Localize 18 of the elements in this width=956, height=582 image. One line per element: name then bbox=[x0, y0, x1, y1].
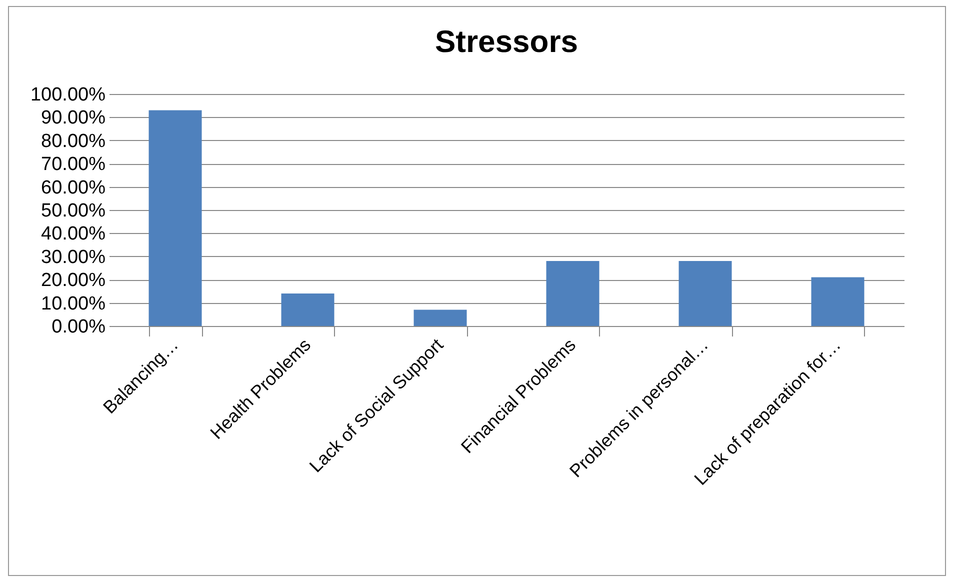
chart-title: Stressors bbox=[434, 24, 578, 59]
bar bbox=[281, 294, 334, 326]
y-tick-label: 10.00% bbox=[41, 293, 106, 314]
bar bbox=[811, 277, 864, 326]
bar bbox=[546, 261, 600, 326]
y-tick-label: 90.00% bbox=[41, 108, 106, 129]
bar bbox=[148, 110, 202, 326]
y-tick-label: 0.00% bbox=[52, 316, 106, 338]
y-tick-label: 40.00% bbox=[41, 224, 106, 245]
y-tick-label: 100.00% bbox=[30, 84, 106, 106]
y-tick-label: 50.00% bbox=[41, 200, 106, 222]
y-tick-label: 30.00% bbox=[41, 246, 106, 268]
y-tick-label: 70.00% bbox=[41, 154, 106, 176]
y-tick-label: 20.00% bbox=[41, 270, 106, 292]
y-tick-label: 80.00% bbox=[41, 130, 106, 152]
bar bbox=[414, 310, 467, 326]
y-tick-label: 60.00% bbox=[41, 177, 106, 198]
bar bbox=[678, 261, 732, 326]
